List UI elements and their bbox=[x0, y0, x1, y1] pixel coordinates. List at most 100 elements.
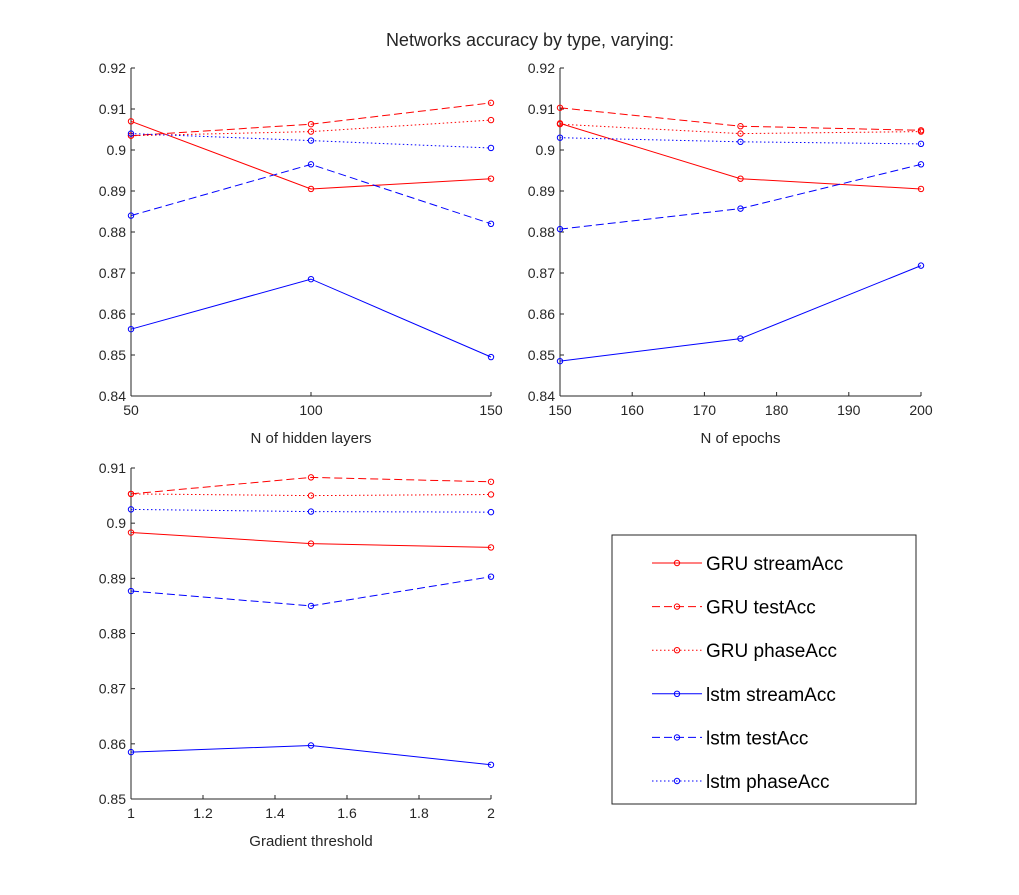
x-axis-label: Gradient threshold bbox=[249, 833, 372, 850]
data-point bbox=[737, 123, 744, 130]
data-point bbox=[307, 540, 315, 547]
data-point bbox=[307, 161, 315, 168]
data-point bbox=[487, 220, 495, 228]
data-point bbox=[487, 99, 495, 107]
y-tick-label: 0.88 bbox=[528, 224, 555, 240]
data-point bbox=[737, 175, 744, 182]
series-line bbox=[130, 119, 492, 137]
legend-item: lstm streamAcc bbox=[652, 685, 836, 706]
series-line bbox=[130, 493, 492, 497]
data-point bbox=[487, 116, 495, 124]
data-point bbox=[556, 225, 564, 233]
x-tick-label: 160 bbox=[621, 402, 645, 418]
x-tick-label: 50 bbox=[123, 402, 139, 418]
x-tick-label: 170 bbox=[693, 402, 717, 418]
series-line bbox=[130, 744, 492, 766]
legend-marker bbox=[673, 690, 681, 697]
data-point bbox=[307, 602, 315, 610]
data-point bbox=[737, 130, 744, 137]
series-line bbox=[559, 137, 922, 145]
y-tick-label: 0.9 bbox=[107, 142, 127, 158]
x-tick-label: 150 bbox=[479, 402, 503, 418]
data-point bbox=[556, 357, 564, 365]
data-point bbox=[556, 120, 564, 128]
x-tick-label: 2 bbox=[487, 805, 495, 821]
x-tick-label: 100 bbox=[299, 402, 323, 418]
data-point bbox=[127, 130, 135, 137]
x-tick-label: 1.4 bbox=[265, 805, 285, 821]
y-tick-label: 0.88 bbox=[99, 224, 126, 240]
data-point bbox=[307, 137, 315, 144]
x-tick-label: 200 bbox=[909, 402, 933, 418]
legend-marker bbox=[673, 734, 681, 741]
data-point bbox=[487, 544, 495, 551]
series-line bbox=[559, 163, 922, 230]
series-line bbox=[559, 123, 922, 135]
legend-item: lstm phaseAcc bbox=[652, 772, 830, 793]
data-point bbox=[556, 104, 564, 111]
data-point bbox=[127, 587, 135, 595]
y-tick-label: 0.89 bbox=[528, 183, 555, 199]
data-point bbox=[737, 335, 744, 342]
y-tick-label: 0.9 bbox=[536, 142, 556, 158]
y-tick-label: 0.92 bbox=[99, 60, 126, 76]
y-tick-label: 0.85 bbox=[528, 347, 555, 363]
legend-marker bbox=[673, 647, 681, 654]
legend-marker bbox=[673, 559, 681, 567]
data-point bbox=[127, 212, 135, 219]
y-tick-label: 0.87 bbox=[99, 265, 126, 281]
series-line bbox=[130, 120, 492, 190]
y-tick-label: 0.86 bbox=[99, 306, 126, 322]
x-tick-label: 150 bbox=[548, 402, 572, 418]
y-tick-label: 0.91 bbox=[528, 101, 555, 117]
legend-item: lstm testAcc bbox=[652, 728, 808, 749]
data-point bbox=[307, 185, 315, 193]
data-point bbox=[487, 144, 495, 152]
series-line bbox=[130, 163, 492, 225]
legend-label: lstm streamAcc bbox=[706, 685, 836, 706]
data-point bbox=[127, 529, 135, 536]
y-tick-label: 0.92 bbox=[528, 60, 555, 76]
legend-label: GRU phaseAcc bbox=[706, 641, 837, 662]
y-tick-label: 0.91 bbox=[99, 101, 126, 117]
x-tick-label: 190 bbox=[837, 402, 861, 418]
data-point bbox=[917, 185, 925, 193]
figure-title: Networks accuracy by type, varying: bbox=[386, 30, 674, 50]
series-line bbox=[559, 265, 922, 362]
legend: GRU streamAcc GRU testAcc GRU phaseAcc lstm… bbox=[611, 534, 917, 805]
data-point bbox=[127, 506, 135, 513]
x-axis-label: N of hidden layers bbox=[251, 430, 372, 447]
y-tick-label: 0.84 bbox=[99, 388, 126, 404]
legend-label: GRU streamAcc bbox=[706, 554, 843, 575]
data-point bbox=[127, 118, 135, 125]
series-line bbox=[130, 508, 492, 513]
data-point bbox=[917, 128, 925, 135]
data-point bbox=[487, 573, 495, 580]
y-tick-label: 0.89 bbox=[99, 183, 126, 199]
series-line bbox=[130, 476, 492, 495]
y-tick-label: 0.89 bbox=[99, 570, 126, 586]
x-tick-label: 180 bbox=[765, 402, 789, 418]
y-tick-label: 0.87 bbox=[99, 681, 126, 697]
data-point bbox=[307, 120, 315, 128]
data-point bbox=[307, 275, 315, 283]
series-line bbox=[559, 122, 922, 190]
legend-marker bbox=[673, 603, 681, 610]
legend-marker bbox=[673, 777, 681, 785]
series-line bbox=[130, 532, 492, 548]
legend-label: GRU testAcc bbox=[706, 598, 816, 619]
y-tick-label: 0.85 bbox=[99, 791, 126, 807]
legend-label: lstm phaseAcc bbox=[706, 772, 830, 793]
data-point bbox=[307, 492, 315, 499]
data-point bbox=[917, 161, 925, 168]
legend-item: GRU testAcc bbox=[652, 598, 816, 619]
series-line bbox=[130, 278, 492, 358]
series-line bbox=[130, 102, 492, 137]
legend-item: GRU streamAcc bbox=[652, 554, 843, 575]
data-point bbox=[487, 353, 495, 361]
x-tick-label: 1 bbox=[127, 805, 135, 821]
y-tick-label: 0.88 bbox=[99, 626, 126, 642]
x-axis-label: N of epochs bbox=[700, 430, 780, 447]
data-point bbox=[556, 134, 564, 141]
